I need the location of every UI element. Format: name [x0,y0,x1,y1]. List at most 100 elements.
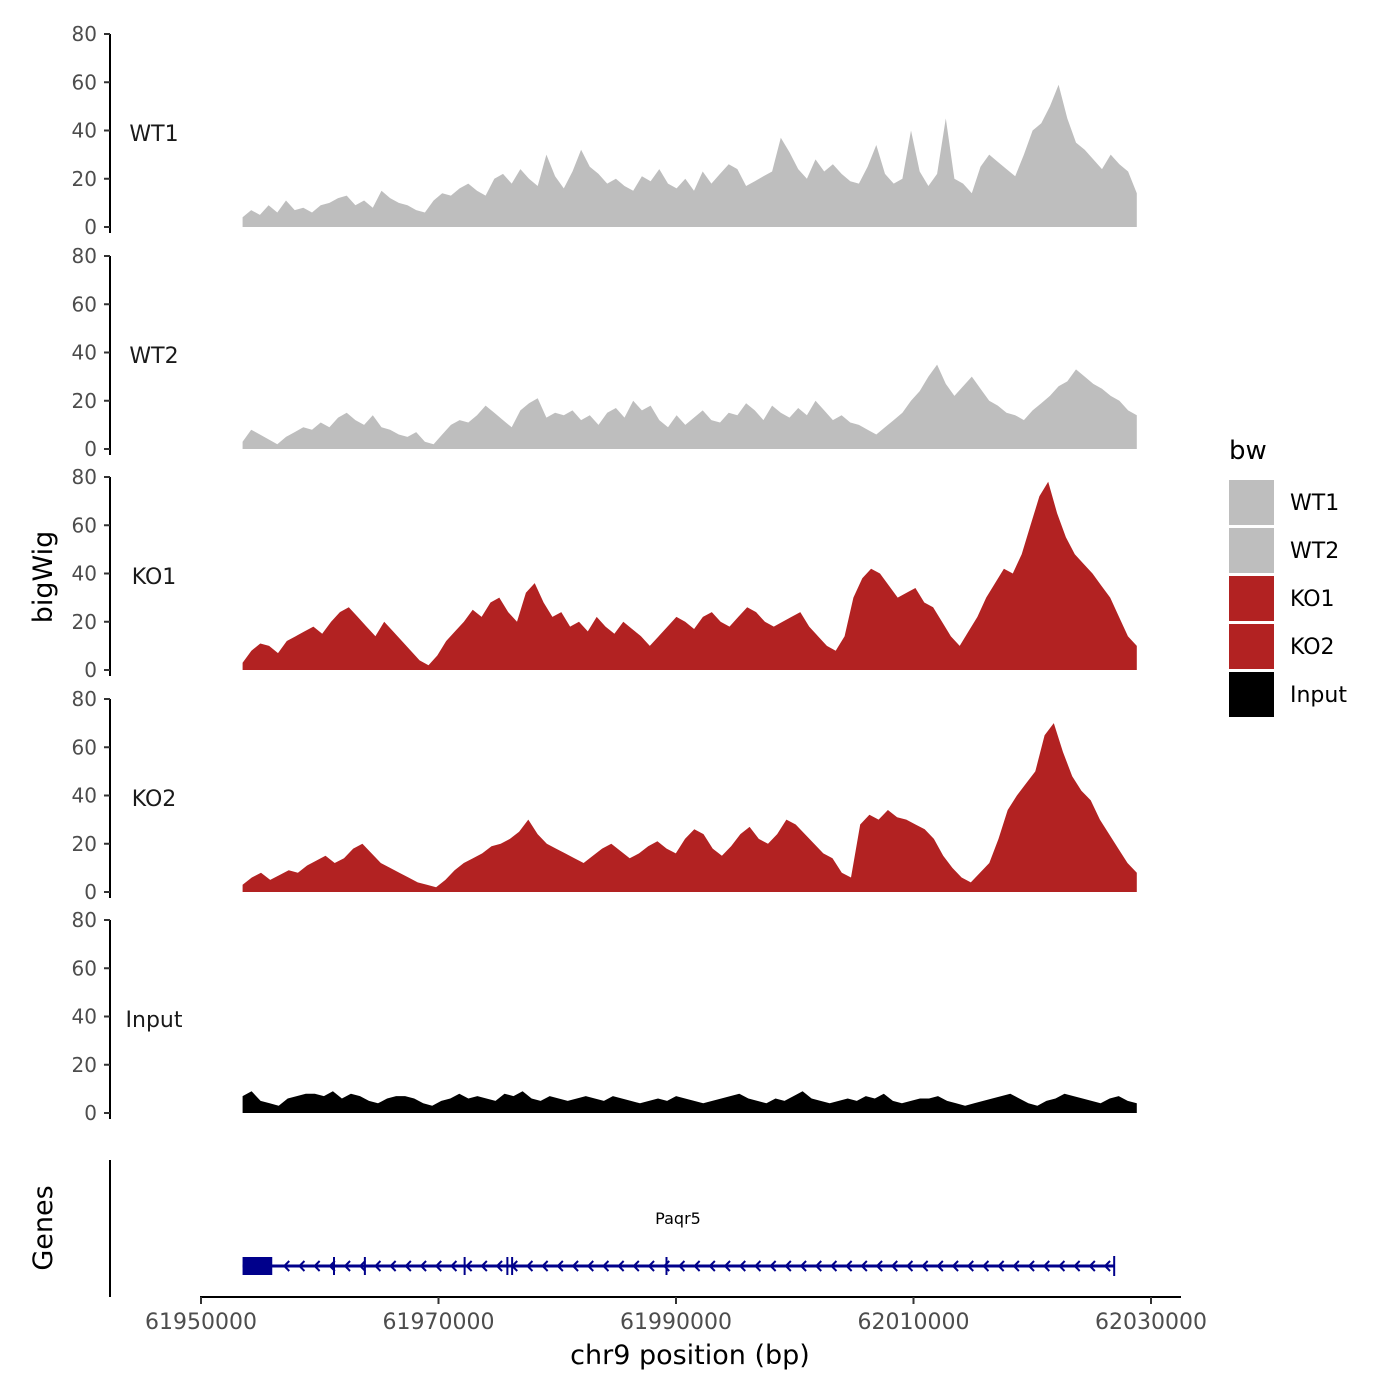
strand-arrow [921,1260,929,1272]
strand-arrow [860,1260,868,1272]
y-tick-label: 80 [72,244,97,268]
strand-arrow [769,1260,777,1272]
y-tick-label: 60 [72,70,97,94]
y-tick-label: 0 [84,880,97,904]
y-tick-label: 20 [72,167,97,191]
strand-arrow [358,1260,366,1272]
strand-arrow [693,1260,701,1272]
strand-arrow [784,1260,792,1272]
strand-arrow [617,1260,625,1272]
strand-arrow [526,1260,534,1272]
strand-arrow [830,1260,838,1272]
strand-arrow [678,1260,686,1272]
y-tick-label: 80 [72,465,97,489]
x-tick-label: 61950000 [145,1310,257,1335]
genes-track: Genes Paqr5 [28,1160,1116,1297]
strand-arrow [434,1260,442,1272]
strand-arrow [495,1260,503,1272]
signal-area-wt1 [242,84,1137,227]
y-tick-label: 60 [72,292,97,316]
signal-area-ko2 [242,723,1137,892]
legend-key-input [1229,672,1274,717]
strand-arrow [997,1260,1005,1272]
legend-label-wt2: WT2 [1290,539,1339,564]
track-label-wt2: WT2 [129,344,178,369]
y-tick-label: 40 [72,119,97,143]
y-tick-label: 0 [84,1101,97,1125]
y-tick-label: 40 [72,784,97,808]
y-tick-label: 80 [72,687,97,711]
strand-arrow [1058,1260,1066,1272]
strand-arrow [738,1260,746,1272]
legend-key-ko1 [1229,576,1274,621]
strand-arrow [571,1260,579,1272]
x-tick-label: 61970000 [383,1310,495,1335]
legend-title: bw [1229,436,1267,466]
strand-arrow [875,1260,883,1272]
strand-arrow [389,1260,397,1272]
y-axis-title: bigWig [28,531,59,624]
strand-arrow [951,1260,959,1272]
x-tick-label: 61990000 [620,1310,732,1335]
y-tick-label: 60 [72,513,97,537]
track-label-wt1: WT1 [129,122,178,147]
strand-arrow [966,1260,974,1272]
strand-arrow [723,1260,731,1272]
strand-arrow [647,1260,655,1272]
legend: bw WT1 WT2 KO1 KO2 Input [1229,436,1347,717]
legend-label-ko2: KO2 [1290,635,1335,660]
strand-arrow [1012,1260,1020,1272]
strand-arrow [1042,1260,1050,1272]
y-tick-label: 60 [72,956,97,980]
y-tick-label: 40 [72,341,97,365]
y-tick-label: 40 [72,562,97,586]
x-tick-label: 62010000 [858,1310,970,1335]
strand-arrow [754,1260,762,1272]
strand-arrow [556,1260,564,1272]
strand-arrow [845,1260,853,1272]
genes-track-label: Genes [28,1185,59,1270]
strand-arrow [890,1260,898,1272]
track-panel-ko1: 0 20 40 60 80 KO1 [72,465,1137,682]
y-tick-label: 0 [84,437,97,461]
legend-key-wt1 [1229,480,1274,525]
track-label-ko1: KO1 [132,565,177,590]
y-tick-label: 20 [72,1053,97,1077]
x-axis-title: chr9 position (bp) [570,1340,810,1371]
signal-area-ko1 [242,481,1137,670]
y-tick-label: 80 [72,908,97,932]
strand-arrow [1027,1260,1035,1272]
strand-arrow [465,1260,473,1272]
strand-arrow [602,1260,610,1272]
legend-label-input: Input [1290,683,1347,708]
strand-arrow [632,1260,640,1272]
track-label-ko2: KO2 [132,787,177,812]
strand-arrow [936,1260,944,1272]
strand-arrow [282,1260,290,1272]
strand-arrow [343,1260,351,1272]
strand-arrow [708,1260,716,1272]
strand-arrow [906,1260,914,1272]
strand-arrow [662,1260,670,1272]
track-panel-wt2: 0 20 40 60 80 WT2 [72,244,1137,461]
legend-label-ko1: KO1 [1290,587,1335,612]
x-axis: 61950000 61970000 61990000 62010000 62030000 [145,1296,1207,1335]
track-label-input: Input [126,1008,183,1033]
legend-key-wt2 [1229,528,1274,573]
strand-arrow [450,1260,458,1272]
legend-label-wt1: WT1 [1290,491,1339,516]
legend-key-ko2 [1229,624,1274,669]
track-panel-ko2: 0 20 40 60 80 KO2 [72,687,1137,904]
x-tick-label: 62030000 [1095,1310,1207,1335]
strand-arrow [374,1260,382,1272]
strand-arrow [586,1260,594,1272]
y-tick-label: 20 [72,610,97,634]
strand-arrow [298,1260,306,1272]
strand-arrow [419,1260,427,1272]
strand-arrow [480,1260,488,1272]
track-panel-input: 0 20 40 60 80 Input [72,908,1137,1125]
track-panel-wt1: 0 20 40 60 80 WT1 [72,22,1137,239]
strand-arrow [313,1260,321,1272]
strand-arrow [814,1260,822,1272]
